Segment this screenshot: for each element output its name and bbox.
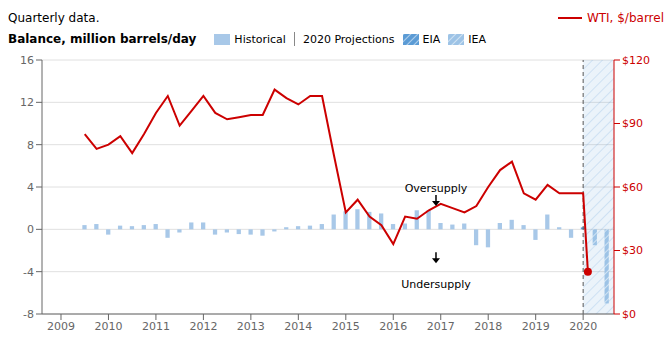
svg-text:16: 16 — [20, 54, 34, 67]
html-text:Balance, million barrels/day: Balance, million barrels/day — [8, 32, 197, 46]
svg-text:Undersupply: Undersupply — [401, 278, 471, 291]
svg-text:2014: 2014 — [284, 320, 312, 333]
svg-text:$120: $120 — [622, 54, 650, 67]
svg-text:2013: 2013 — [237, 320, 265, 333]
html-text:WTI, $/barrel: WTI, $/barrel — [586, 11, 664, 25]
svg-text:2020: 2020 — [569, 320, 597, 333]
svg-text:-8: -8 — [23, 308, 34, 321]
svg-text:2015: 2015 — [332, 320, 360, 333]
svg-text:12: 12 — [20, 96, 34, 109]
html-text:Historical: Historical — [234, 32, 286, 46]
svg-text:2018: 2018 — [474, 320, 502, 333]
svg-text:$30: $30 — [622, 244, 643, 257]
svg-text:8: 8 — [27, 139, 34, 152]
html-text:Quarterly data.: Quarterly data. — [8, 11, 100, 25]
svg-text:2010: 2010 — [94, 320, 122, 333]
svg-text:$60: $60 — [622, 181, 643, 194]
svg-text:2017: 2017 — [427, 320, 455, 333]
html-text:EIA: EIA — [422, 32, 441, 46]
svg-text:4: 4 — [27, 181, 34, 194]
svg-text:$90: $90 — [622, 117, 643, 130]
svg-text:2016: 2016 — [379, 320, 407, 333]
html-text:IEA: IEA — [468, 32, 486, 46]
svg-text:Oversupply: Oversupply — [405, 182, 468, 195]
svg-text:2009: 2009 — [47, 320, 75, 333]
html-text:2020 Projections: 2020 Projections — [302, 32, 395, 46]
svg-text:0: 0 — [27, 223, 34, 236]
svg-text:2019: 2019 — [522, 320, 550, 333]
svg-text:-4: -4 — [23, 266, 34, 279]
svg-text:2012: 2012 — [189, 320, 217, 333]
svg-text:$0: $0 — [622, 308, 636, 321]
svg-text:2011: 2011 — [142, 320, 170, 333]
